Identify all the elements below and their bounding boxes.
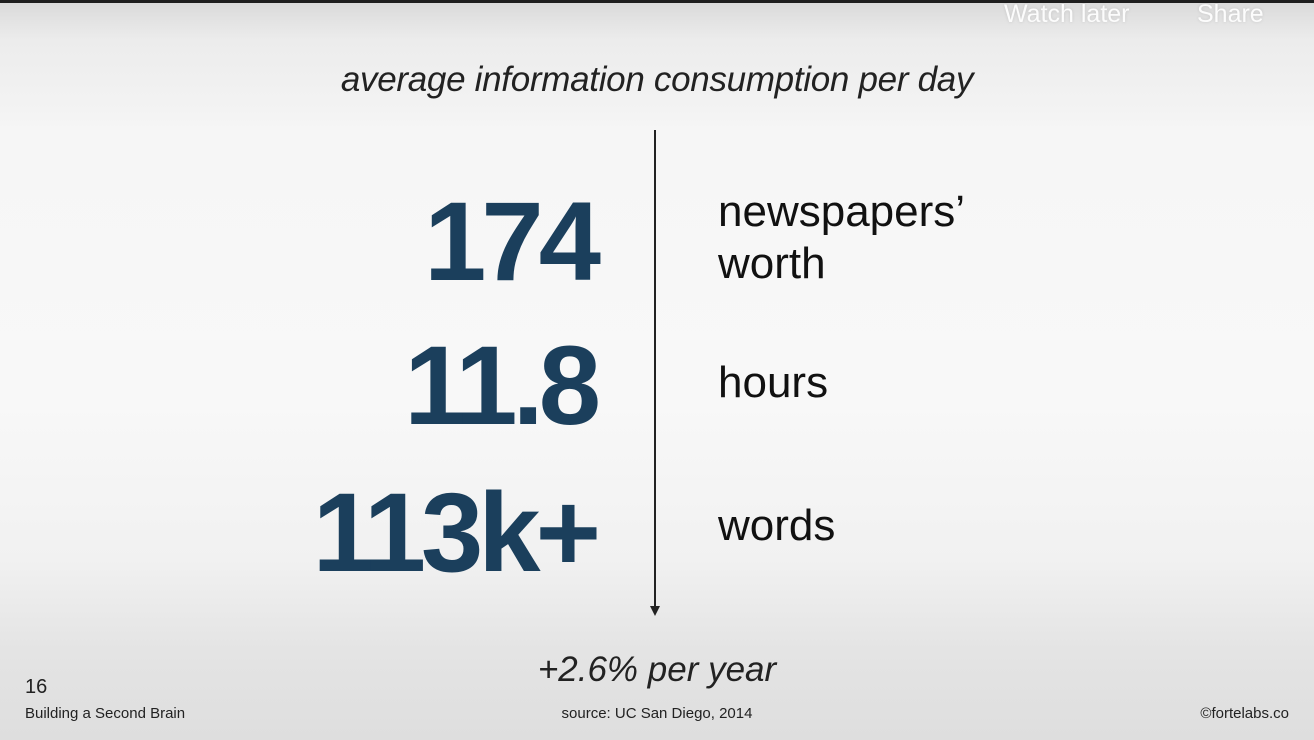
vertical-divider	[654, 130, 656, 608]
stat-label-newspapers: newspapers’ worth	[718, 187, 964, 288]
stat-value-words: 113k+	[312, 470, 601, 595]
arrow-down-icon	[650, 606, 660, 616]
video-top-edge	[0, 0, 1314, 3]
stat-value-newspapers: 174	[424, 179, 601, 304]
source-citation: source: UC San Diego, 2014	[561, 705, 753, 722]
slide-number: 16	[25, 676, 48, 698]
stat-label-hours: hours	[718, 358, 829, 407]
share-button[interactable]: Share	[1197, 0, 1264, 28]
stat-value-hours: 11.8	[404, 323, 601, 448]
course-name: Building a Second Brain	[25, 705, 186, 722]
stat-label-words: words	[718, 501, 836, 550]
copyright-notice: ©fortelabs.co	[1200, 705, 1289, 722]
growth-rate: +2.6% per year	[537, 650, 777, 689]
watch-later-button[interactable]: Watch later	[1004, 0, 1130, 28]
slide-title: average information consumption per day	[340, 60, 974, 99]
